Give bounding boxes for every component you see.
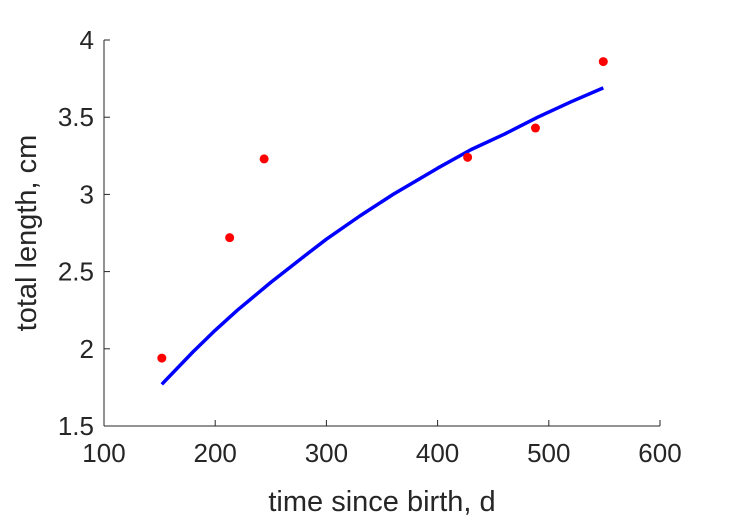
data-point bbox=[259, 154, 269, 164]
plot-area bbox=[157, 57, 608, 386]
y-tick-label: 4 bbox=[80, 25, 94, 55]
y-tick-label: 2.5 bbox=[58, 257, 94, 287]
ticks: 100 200 300 400 500 600 1.5 2 2.5 3 3.5 4 bbox=[58, 25, 682, 468]
y-tick-label: 3 bbox=[80, 179, 94, 209]
data-point bbox=[530, 123, 540, 133]
x-tick-label: 400 bbox=[416, 438, 459, 468]
fit-curve-line bbox=[160, 86, 604, 386]
y-tick-label: 3.5 bbox=[58, 102, 94, 132]
x-tick-label: 100 bbox=[82, 438, 125, 468]
y-tick-label: 1.5 bbox=[58, 411, 94, 441]
data-point bbox=[598, 57, 608, 67]
y-axis-label: total length, cm bbox=[11, 135, 43, 332]
x-tick-label: 300 bbox=[305, 438, 348, 468]
x-tick-label: 500 bbox=[527, 438, 570, 468]
x-tick-label: 200 bbox=[194, 438, 237, 468]
data-point bbox=[463, 152, 473, 162]
x-tick-label: 600 bbox=[638, 438, 681, 468]
x-axis-label: time since birth, d bbox=[268, 486, 495, 518]
data-point bbox=[225, 233, 235, 243]
axes bbox=[103, 40, 660, 427]
y-tick-label: 2 bbox=[80, 334, 94, 364]
data-point bbox=[157, 353, 167, 363]
